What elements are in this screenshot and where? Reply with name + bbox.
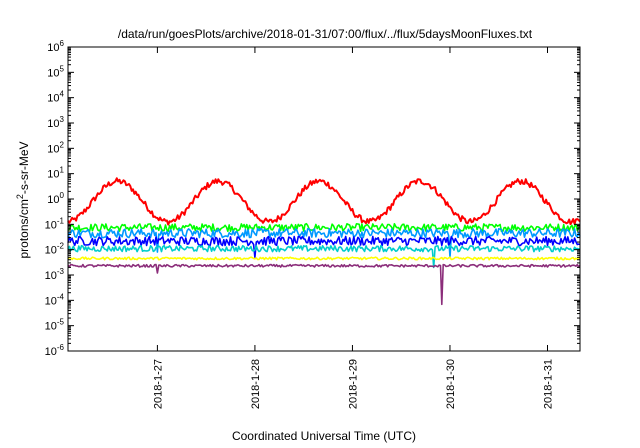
y-tick-label-exp: -5 (57, 318, 65, 327)
series-line-1 (67, 222, 581, 233)
y-axis-label-prefix: protons/cm (17, 199, 31, 258)
series-line-4 (67, 244, 581, 269)
y-tick-label-exp: 2 (60, 140, 65, 149)
y-tick-label-exp: 4 (60, 90, 65, 99)
y-tick-label: 10-6 (45, 343, 65, 358)
y-tick-label: 10-2 (45, 242, 65, 257)
y-axis-label-suffix: -s-sr-MeV (17, 141, 31, 194)
y-tick-label-exp: -4 (57, 292, 65, 301)
y-tick-label: 103 (47, 115, 64, 130)
y-tick-label: 10-5 (45, 318, 65, 333)
y-tick-label-base: 10 (45, 346, 57, 358)
y-tick-label-base: 10 (47, 118, 59, 130)
x-axis-label: Coordinated Universal Time (UTC) (232, 429, 416, 443)
y-tick-label: 10-1 (45, 216, 65, 231)
plot-frame (67, 46, 581, 352)
y-tick-label-exp: -3 (57, 267, 65, 276)
y-tick-label: 100 (47, 191, 64, 206)
y-tick-label-base: 10 (47, 93, 59, 105)
y-tick-label: 106 (47, 39, 64, 54)
y-axis-label-sup: 2 (15, 194, 25, 199)
y-tick-label-exp: -2 (57, 242, 65, 251)
y-tick-label-base: 10 (47, 169, 59, 181)
x-tick-label: 2018-1-31 (542, 359, 554, 409)
x-tick-label: 2018-1-30 (445, 359, 457, 409)
chart-title: /data/run/goesPlots/archive/2018-01-31/0… (118, 27, 533, 41)
y-tick-label-base: 10 (47, 143, 59, 155)
y-tick-label: 104 (47, 90, 64, 105)
y-tick-label-exp: 0 (60, 191, 65, 200)
y-tick-label-exp: 3 (60, 115, 65, 124)
y-tick-label: 101 (47, 166, 64, 181)
y-tick-label-exp: -6 (57, 343, 65, 352)
series-layer (67, 177, 581, 306)
y-tick-label-base: 10 (47, 42, 59, 54)
series-line-0 (67, 177, 581, 226)
x-tick-label: 2018-1-29 (347, 359, 359, 409)
series-line-6 (67, 263, 581, 306)
y-tick-label-base: 10 (45, 270, 57, 282)
y-tick-label-base: 10 (45, 219, 57, 231)
x-tick-label: 2018-1-27 (152, 359, 164, 409)
y-axis-label: protons/cm2-s-sr-MeV (15, 141, 31, 258)
y-tick-label: 102 (47, 140, 64, 155)
series-line-5 (67, 256, 581, 261)
y-tick-label-exp: 5 (60, 64, 65, 73)
y-tick-label-exp: 6 (60, 39, 65, 48)
y-tick-label-base: 10 (47, 67, 59, 79)
axes-layer: 10-610-510-410-310-210-11001011021031041… (45, 39, 581, 409)
y-tick-label-exp: 1 (60, 166, 65, 175)
y-tick-label: 10-3 (45, 267, 65, 282)
series-line-2 (67, 227, 581, 259)
y-tick-label-exp: -1 (57, 216, 65, 225)
y-tick-label: 10-4 (45, 292, 65, 307)
y-tick-label-base: 10 (45, 245, 57, 257)
y-tick-label-base: 10 (47, 194, 59, 206)
y-tick-label-base: 10 (45, 321, 57, 333)
series-line-3 (67, 235, 581, 259)
x-tick-label: 2018-1-28 (250, 359, 262, 409)
y-tick-label: 105 (47, 64, 64, 79)
y-tick-label-base: 10 (45, 295, 57, 307)
